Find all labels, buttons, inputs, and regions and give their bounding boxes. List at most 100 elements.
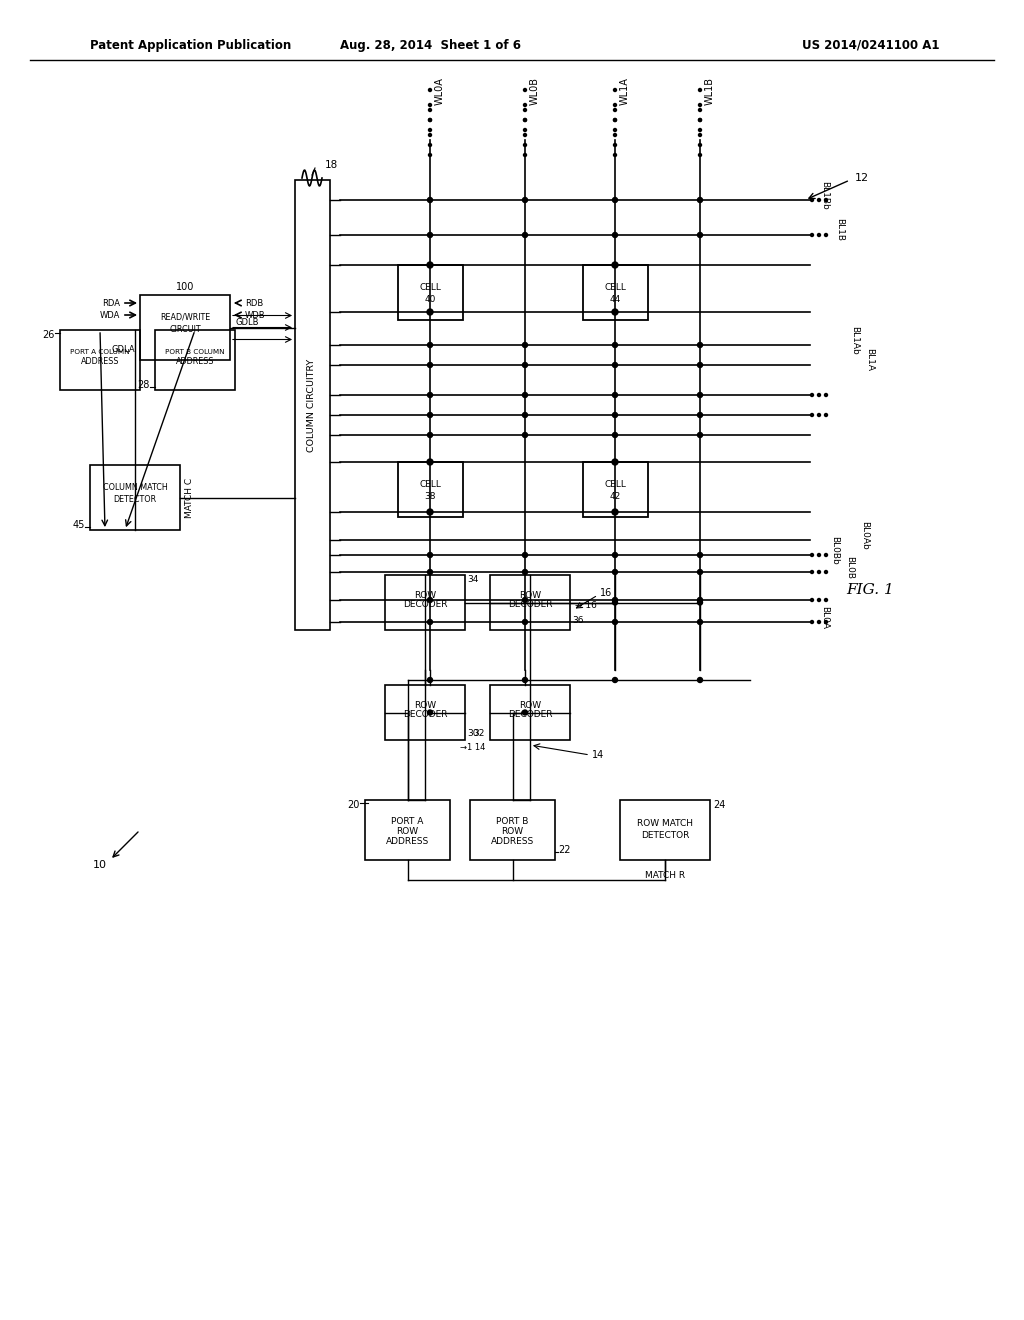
Text: COLUMN MATCH: COLUMN MATCH [102, 483, 167, 492]
Text: COLUMN CIRCUITRY: COLUMN CIRCUITRY [307, 358, 316, 451]
Circle shape [698, 119, 701, 121]
Circle shape [522, 677, 527, 682]
Circle shape [427, 363, 432, 367]
Circle shape [522, 710, 527, 715]
Text: 28: 28 [137, 380, 150, 389]
Text: CELL: CELL [419, 282, 441, 292]
Text: 20: 20 [347, 800, 360, 810]
Circle shape [427, 569, 432, 574]
Circle shape [697, 601, 702, 605]
Circle shape [824, 620, 827, 623]
Circle shape [612, 598, 617, 602]
Circle shape [427, 598, 432, 602]
Circle shape [811, 570, 813, 573]
Circle shape [613, 108, 616, 111]
Text: ROW: ROW [519, 591, 541, 601]
Text: CIRCUIT: CIRCUIT [169, 325, 201, 334]
Circle shape [523, 103, 526, 107]
Circle shape [523, 108, 526, 111]
Text: BL1B: BL1B [835, 219, 844, 242]
Text: ADDRESS: ADDRESS [490, 837, 535, 846]
Text: RDB: RDB [245, 298, 263, 308]
Circle shape [817, 553, 820, 557]
Circle shape [697, 569, 702, 574]
Circle shape [698, 144, 701, 147]
Circle shape [698, 133, 701, 136]
Circle shape [824, 234, 827, 236]
Circle shape [817, 620, 820, 623]
Text: DECODER: DECODER [402, 710, 447, 719]
Circle shape [698, 108, 701, 111]
Circle shape [427, 198, 432, 202]
Circle shape [613, 119, 616, 121]
Circle shape [427, 309, 433, 315]
Circle shape [824, 553, 827, 557]
Circle shape [698, 88, 701, 91]
Circle shape [817, 234, 820, 236]
Text: PORT B COLUMN: PORT B COLUMN [165, 348, 225, 355]
Circle shape [824, 393, 827, 396]
Text: 24: 24 [713, 800, 725, 810]
Circle shape [697, 619, 702, 624]
Circle shape [612, 569, 617, 574]
Text: ROW: ROW [414, 591, 436, 601]
Text: 10: 10 [93, 861, 106, 870]
Bar [385, 685, 465, 741]
Bar [583, 265, 647, 319]
Circle shape [428, 153, 431, 157]
Text: ADDRESS: ADDRESS [176, 358, 214, 367]
Text: WDA: WDA [99, 310, 120, 319]
Circle shape [523, 133, 526, 136]
Bar [490, 576, 570, 630]
Circle shape [811, 598, 813, 602]
Circle shape [612, 392, 617, 397]
Text: WL1B: WL1B [705, 77, 715, 106]
Circle shape [523, 128, 526, 132]
Text: ROW: ROW [396, 828, 419, 837]
Circle shape [427, 433, 432, 437]
Text: 22: 22 [558, 845, 570, 855]
Circle shape [612, 677, 617, 682]
Text: 100: 100 [176, 282, 195, 292]
Text: 26: 26 [43, 330, 55, 341]
Circle shape [523, 144, 526, 147]
Text: BL0Bb: BL0Bb [830, 536, 839, 565]
Circle shape [824, 413, 827, 417]
Circle shape [427, 459, 433, 465]
Text: 14: 14 [592, 750, 604, 760]
Circle shape [428, 119, 431, 121]
Circle shape [817, 570, 820, 573]
Text: WL1A: WL1A [620, 77, 630, 106]
Text: GDLA: GDLA [112, 346, 135, 355]
Text: CELL: CELL [604, 480, 626, 488]
Text: MATCH C: MATCH C [185, 478, 194, 517]
Text: → 16: → 16 [575, 601, 597, 610]
Text: 45: 45 [73, 520, 85, 531]
Circle shape [612, 232, 617, 238]
Circle shape [817, 393, 820, 396]
Text: ADDRESS: ADDRESS [386, 837, 429, 846]
Text: DECODER: DECODER [508, 601, 552, 609]
Bar [365, 800, 450, 861]
Text: 44: 44 [609, 294, 621, 304]
Text: WDB: WDB [245, 310, 265, 319]
Circle shape [522, 232, 527, 238]
Circle shape [612, 412, 617, 417]
Circle shape [811, 413, 813, 417]
Circle shape [698, 103, 701, 107]
Text: 32: 32 [474, 729, 485, 738]
Circle shape [522, 198, 527, 202]
Text: Aug. 28, 2014  Sheet 1 of 6: Aug. 28, 2014 Sheet 1 of 6 [340, 38, 520, 51]
Text: 40: 40 [424, 294, 435, 304]
Text: BL0Ab: BL0Ab [860, 520, 869, 549]
Text: CELL: CELL [419, 480, 441, 488]
Circle shape [427, 553, 432, 557]
Text: DETECTOR: DETECTOR [114, 495, 157, 504]
Circle shape [522, 412, 527, 417]
Circle shape [427, 232, 432, 238]
Text: →1 14: →1 14 [460, 743, 485, 752]
Circle shape [522, 569, 527, 574]
Text: GDLB: GDLB [234, 318, 258, 327]
Text: ROW: ROW [519, 701, 541, 710]
Circle shape [612, 342, 617, 347]
